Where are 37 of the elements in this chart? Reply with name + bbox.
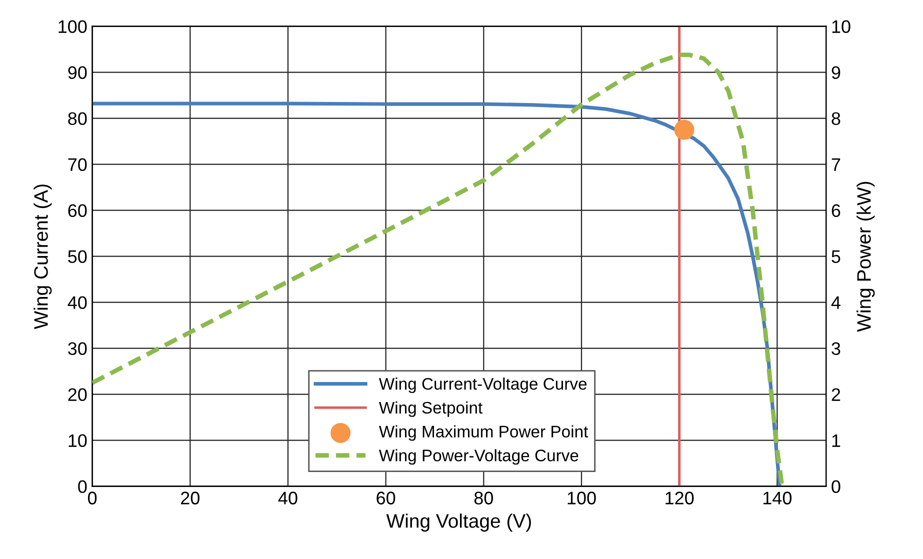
x-axis-title: Wing Voltage (V) [386,514,531,532]
y-tick-label: 40 [68,296,87,310]
y2-tick-label: 8 [832,112,840,126]
y-tick-label: 30 [68,342,87,356]
legend-label: Wing Setpoint [378,401,483,417]
legend-label: Wing Power-Voltage Curve [378,449,578,465]
x-tick-label: 60 [376,492,396,504]
y2-tick-label: 10 [832,20,850,33]
y2-tick-label: 3 [832,342,840,356]
y2-axis-title: Wing Power (kW) [856,182,875,332]
x-tick-label: 120 [666,492,694,504]
x-tick-label: 40 [278,492,298,504]
y2-tick-label: 2 [832,388,840,401]
y2-tick-label: 9 [832,66,840,79]
y2-tick-label: 5 [832,250,840,264]
y-axis-title: Wing Current (A) [34,184,52,330]
y-tick-label: 100 [58,20,87,33]
x-tick-label: 80 [474,492,493,504]
y-tick-label: 50 [68,250,87,264]
y2-tick-label: 1 [832,434,840,447]
x-tick-label: 0 [88,492,97,504]
y-tick-label: 80 [68,112,87,126]
x-tick-label: 100 [568,492,596,504]
x-tick-label: 140 [763,492,792,504]
y2-tick-label: 4 [831,296,840,309]
x-tick-label: 20 [181,492,200,504]
y2-tick-label: 6 [832,204,840,218]
y-tick-label: 60 [68,204,87,218]
y-tick-label: 10 [68,434,87,448]
y2-tick-label: 0 [832,480,840,494]
y2-tick-label: 7 [832,158,840,171]
y-tick-label: 90 [68,66,87,79]
legend-label: Wing Current-Voltage Curve [378,378,587,394]
y-tick-label: 0 [78,480,87,494]
legend-label: Wing Maximum Power Point [378,425,588,441]
y-tick-label: 70 [68,158,87,172]
y-tick-label: 20 [68,388,87,402]
